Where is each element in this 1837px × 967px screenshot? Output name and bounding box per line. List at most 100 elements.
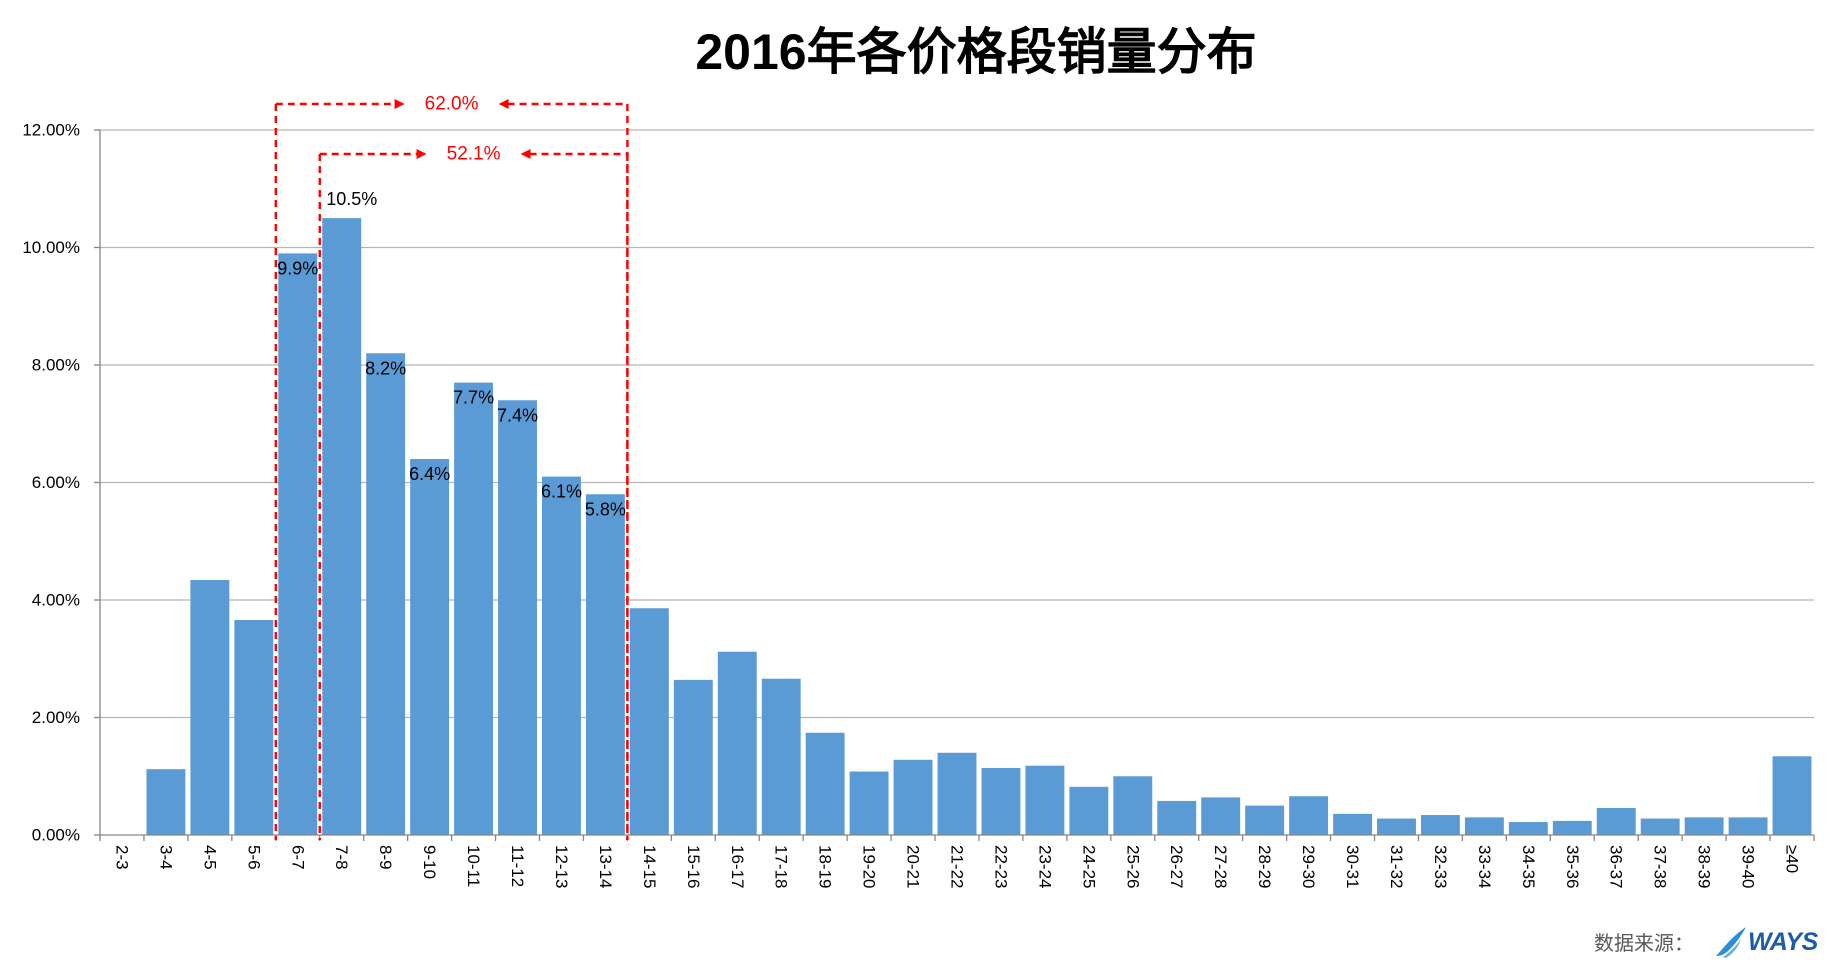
- annotation-label: 52.1%: [447, 144, 501, 165]
- bar: [146, 769, 186, 835]
- arrowhead-left-icon: [520, 149, 531, 159]
- bar: [322, 218, 362, 835]
- bar: [1728, 817, 1768, 835]
- bar: [234, 619, 274, 835]
- x-tick-label: 8-9: [376, 845, 395, 870]
- x-tick-label: 14-15: [640, 845, 659, 888]
- annotation-label: 62.0%: [425, 94, 479, 115]
- data-source-label: 数据来源：: [1594, 933, 1694, 955]
- bar: [849, 771, 889, 835]
- bar: [1157, 800, 1197, 835]
- x-tick-label: 39-40: [1739, 845, 1758, 888]
- bar: [1684, 817, 1724, 835]
- data-label: 9.9%: [277, 258, 318, 278]
- x-tick-label: 27-28: [1211, 845, 1230, 888]
- x-tick-label: 7-8: [332, 845, 351, 870]
- data-label: 6.1%: [541, 482, 582, 502]
- y-tick-label: 0.00%: [32, 826, 80, 845]
- logo-wordmark: WAYS: [1748, 928, 1818, 956]
- bar: [805, 732, 845, 835]
- x-tick-label: 6-7: [288, 845, 307, 870]
- data-label: 7.7%: [453, 388, 494, 408]
- x-tick-label: 26-27: [1167, 845, 1186, 888]
- bar: [1201, 797, 1241, 835]
- bar: [1640, 818, 1680, 835]
- x-tick-label: 28-29: [1255, 845, 1274, 888]
- data-label: 10.5%: [326, 189, 377, 209]
- bar: [981, 768, 1021, 835]
- y-tick-label: 2.00%: [32, 708, 80, 727]
- data-label: 7.4%: [497, 405, 538, 425]
- bars: [146, 218, 1812, 835]
- x-tick-label: 24-25: [1079, 845, 1098, 888]
- bar: [1069, 786, 1109, 835]
- x-tick-label: 37-38: [1651, 845, 1670, 888]
- x-tick-label: 32-33: [1431, 845, 1450, 888]
- data-label: 8.2%: [365, 358, 406, 378]
- data-label: 5.8%: [585, 499, 626, 519]
- arrowhead-left-icon: [498, 99, 509, 109]
- x-tick-label: 29-30: [1299, 845, 1318, 888]
- x-tick-label: 12-13: [552, 845, 571, 888]
- x-tick-label: 5-6: [244, 845, 263, 870]
- y-tick-label: 4.00%: [32, 591, 80, 610]
- x-tick-label: 11-12: [508, 845, 527, 887]
- x-tick-label: 23-24: [1035, 845, 1054, 888]
- x-tick-label: 2-3: [112, 845, 131, 870]
- bar: [1333, 813, 1372, 835]
- bar: [454, 382, 494, 835]
- x-tick-label: 21-22: [948, 845, 967, 888]
- bar: [1420, 815, 1460, 835]
- x-tick-label: 15-16: [684, 845, 703, 888]
- x-tick-label: 10-11: [464, 845, 483, 887]
- x-tick-label: 4-5: [200, 845, 219, 870]
- x-tick-label: 18-19: [816, 845, 835, 888]
- x-tick-label: 13-14: [596, 845, 615, 888]
- y-tick-label: 12.00%: [22, 121, 80, 140]
- bar: [585, 494, 625, 835]
- annotation-bracket: 52.1%: [318, 144, 629, 840]
- x-tick-label: 34-35: [1519, 845, 1538, 888]
- bar: [366, 353, 406, 835]
- x-tick-label: 9-10: [420, 845, 439, 879]
- x-tick-label: 36-37: [1607, 845, 1626, 888]
- bar: [542, 476, 581, 835]
- x-tick-label: 20-21: [904, 845, 923, 888]
- x-tick-label: 38-39: [1695, 845, 1714, 888]
- bar: [629, 608, 669, 835]
- bar: [1772, 756, 1812, 835]
- bar: [1377, 818, 1416, 835]
- arrowhead-right-icon: [416, 149, 427, 159]
- bar: [937, 752, 977, 835]
- y-tick-label: 10.00%: [22, 238, 80, 257]
- bar: [893, 759, 933, 835]
- bar: [761, 678, 801, 835]
- bar: [1113, 776, 1153, 835]
- bar: [1025, 765, 1065, 835]
- chart-title: 2016年各价格段销量分布: [695, 24, 1257, 80]
- swoosh-icon: [1716, 927, 1746, 958]
- bar: [498, 400, 537, 835]
- x-tick-label: 25-26: [1123, 845, 1142, 888]
- bar: [1289, 796, 1329, 835]
- bar: [190, 580, 230, 835]
- bar: [278, 253, 318, 835]
- arrowhead-right-icon: [394, 99, 405, 109]
- x-tick-label: 33-34: [1475, 845, 1494, 888]
- bar: [410, 459, 450, 835]
- data-label: 6.4%: [409, 464, 450, 484]
- bar: [673, 679, 713, 835]
- x-tick-label: 19-20: [860, 845, 879, 888]
- x-tick-label: 22-23: [991, 845, 1010, 888]
- x-tick-label: 35-36: [1563, 845, 1582, 888]
- axes: 0.00% 2.00% 4.00% 6.00% 8.00% 10.00% 12.00% 2-3…: [22, 121, 1815, 888]
- x-tick-label: 16-17: [728, 845, 747, 888]
- x-tick-label: ≥40: [1783, 845, 1802, 873]
- y-tick-label: 8.00%: [32, 356, 80, 375]
- x-tick-label: 3-4: [156, 845, 175, 870]
- bar: [1552, 820, 1592, 835]
- ways-logo: WAYS: [1714, 924, 1828, 960]
- bar: [1245, 805, 1285, 835]
- bar: [1464, 817, 1504, 835]
